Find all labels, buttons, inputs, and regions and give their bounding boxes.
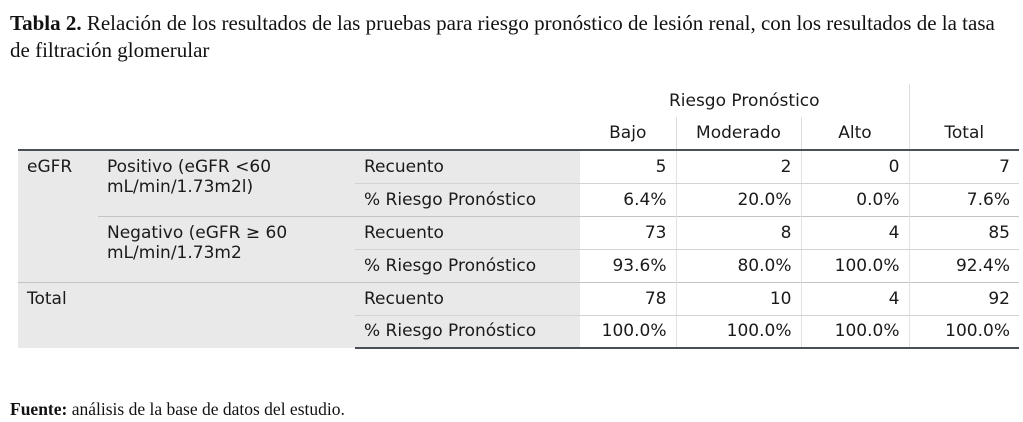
table-row: % Riesgo Pronóstico 6.4% 20.0% 0.0% 7.6% bbox=[18, 183, 1019, 216]
source-text: análisis de la base de datos del estudio… bbox=[71, 399, 345, 419]
source-label: Fuente: bbox=[10, 399, 68, 419]
cell-value: 100.0% bbox=[909, 315, 1019, 349]
cell-value: 100.0% bbox=[676, 315, 802, 349]
cell-value: 100.0% bbox=[580, 315, 677, 349]
cell-value: 5 bbox=[580, 149, 677, 184]
column-header-alto: Alto bbox=[801, 117, 910, 151]
table-row: % Riesgo Pronóstico 93.6% 80.0% 100.0% 9… bbox=[18, 249, 1019, 282]
row-group-egfr: eGFR bbox=[18, 149, 98, 282]
source-note: Fuente: análisis de la base de datos del… bbox=[10, 398, 345, 420]
caption-label: Tabla 2. bbox=[10, 11, 82, 35]
cell-value: 100.0% bbox=[801, 315, 910, 349]
cell-value: 100.0% bbox=[801, 249, 910, 282]
cell-value: 92 bbox=[909, 281, 1019, 316]
cell-value: 6.4% bbox=[580, 183, 677, 216]
row-subgroup-negativo: Negativo (eGFR ≥ 60 mL/min/1.73m2 bbox=[98, 215, 355, 282]
row-group-total: Total bbox=[18, 281, 355, 348]
caption-text: Relación de los resultados de las prueba… bbox=[10, 11, 995, 62]
cell-value: 7 bbox=[909, 149, 1019, 184]
table-row: Total Recuento 78 10 4 92 bbox=[18, 281, 1019, 348]
cell-value: 0 bbox=[801, 149, 910, 184]
column-header-total: Total bbox=[909, 117, 1019, 151]
cell-value: 78 bbox=[580, 281, 677, 316]
stat-label: Recuento bbox=[355, 281, 580, 316]
stat-label: % Riesgo Pronóstico bbox=[355, 315, 580, 349]
cell-value: 93.6% bbox=[580, 249, 677, 282]
column-header-bajo: Bajo bbox=[580, 117, 677, 151]
table-row: eGFR Positivo (eGFR <60 mL/min/1.73m2l) … bbox=[18, 149, 1019, 282]
results-table: Riesgo Pronóstico Bajo Moderado Alto Tot… bbox=[18, 84, 1019, 349]
row-subgroup-positivo: Positivo (eGFR <60 mL/min/1.73m2l) bbox=[98, 149, 355, 216]
cell-value: 2 bbox=[676, 149, 802, 184]
cell-value: 80.0% bbox=[676, 249, 802, 282]
cell-value: 92.4% bbox=[909, 249, 1019, 282]
group-header-riesgo: Riesgo Pronóstico bbox=[580, 84, 910, 117]
table-row: Negativo (eGFR ≥ 60 mL/min/1.73m2 Recuen… bbox=[18, 215, 1019, 282]
table-row: % Riesgo Pronóstico 100.0% 100.0% 100.0%… bbox=[18, 315, 1019, 349]
cell-value: 85 bbox=[909, 215, 1019, 250]
header-row-columns: Bajo Moderado Alto Total bbox=[18, 117, 1019, 151]
cell-value: 0.0% bbox=[801, 183, 910, 216]
cell-value: 7.6% bbox=[909, 183, 1019, 216]
stat-label: % Riesgo Pronóstico bbox=[355, 183, 580, 216]
cell-value: 4 bbox=[801, 281, 910, 316]
stat-label: % Riesgo Pronóstico bbox=[355, 249, 580, 282]
cell-value: 73 bbox=[580, 215, 677, 250]
column-header-moderado: Moderado bbox=[676, 117, 802, 151]
cell-value: 8 bbox=[676, 215, 802, 250]
cell-value: 20.0% bbox=[676, 183, 802, 216]
table-caption: Tabla 2. Relación de los resultados de l… bbox=[10, 10, 1015, 64]
stat-label: Recuento bbox=[355, 215, 580, 250]
cell-value: 10 bbox=[676, 281, 802, 316]
cell-value: 4 bbox=[801, 215, 910, 250]
stat-label: Recuento bbox=[355, 149, 580, 184]
header-row-group: Riesgo Pronóstico bbox=[18, 84, 1019, 117]
